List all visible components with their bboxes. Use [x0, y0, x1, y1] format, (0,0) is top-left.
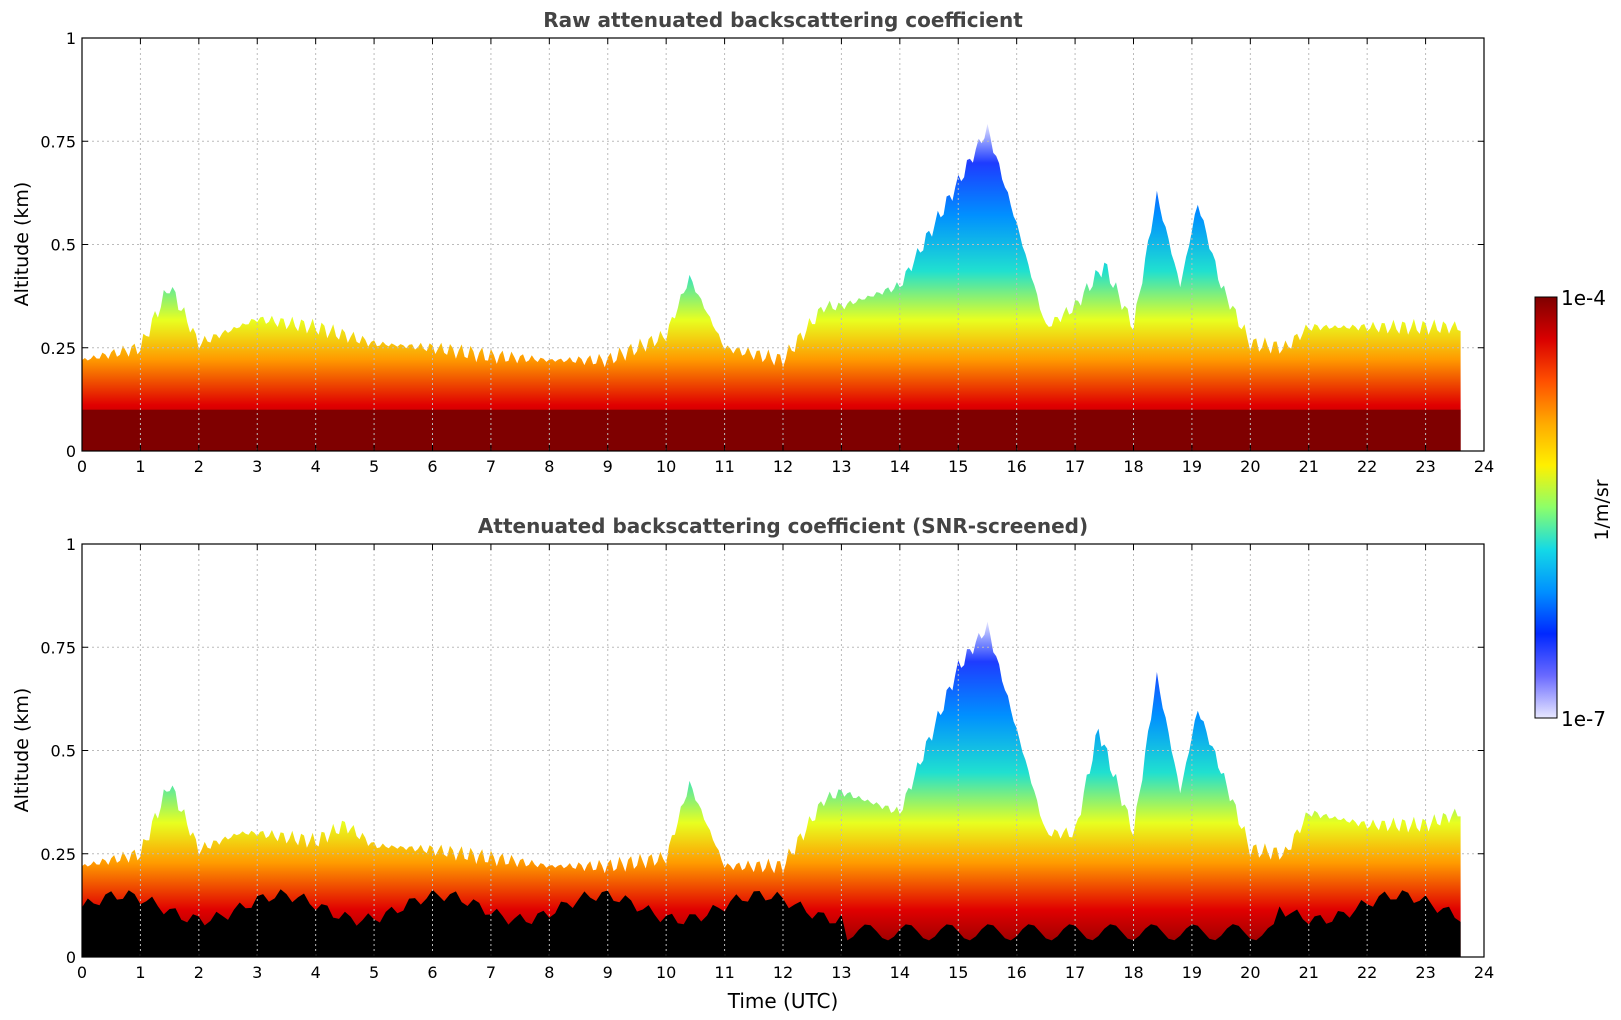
panel-screened-xlabel: Time (UTC): [727, 989, 839, 1013]
x-tick-label: 8: [544, 963, 554, 982]
panel-raw-data: [82, 123, 1461, 451]
panel-screened-title: Attenuated backscattering coefficient (S…: [478, 514, 1088, 538]
x-tick-label: 4: [311, 457, 321, 476]
x-tick-label: 23: [1415, 457, 1435, 476]
x-tick-label: 9: [603, 457, 613, 476]
panel-raw-y-ticks: 0 0.25 0.5 0.75 1: [40, 29, 1484, 461]
y-tick-label: 0: [66, 948, 76, 967]
y-tick-label: 0.25: [40, 339, 76, 358]
x-tick-label: 7: [486, 963, 496, 982]
x-tick-label: 13: [831, 963, 851, 982]
x-tick-label: 3: [252, 457, 262, 476]
y-tick-label: 0: [66, 442, 76, 461]
panel-raw-x-ticks: 0 1 2 3 4 5 6 7 8 9 10 11 12 13 14 15 16 17 18 19 20 21 22 23 24: [77, 38, 1494, 476]
colorbar-min-label: 1e-7: [1561, 707, 1606, 731]
x-tick-label: 22: [1357, 963, 1377, 982]
colorbar: 1e-4 1e-7 1/m/sr: [1534, 286, 1613, 731]
x-tick-label: 24: [1474, 457, 1494, 476]
colorbar-max-label: 1e-4: [1561, 286, 1606, 310]
x-tick-label: 12: [773, 963, 793, 982]
x-tick-label: 11: [714, 457, 734, 476]
x-tick-label: 8: [544, 457, 554, 476]
y-tick-label: 0.75: [40, 132, 76, 151]
x-tick-label: 0: [77, 963, 87, 982]
y-tick-label: 0.5: [51, 236, 76, 255]
panel-screened-data: [82, 621, 1461, 957]
x-tick-label: 20: [1240, 457, 1260, 476]
x-tick-label: 3: [252, 963, 262, 982]
x-tick-label: 18: [1123, 963, 1143, 982]
x-tick-label: 21: [1299, 457, 1319, 476]
x-tick-label: 17: [1065, 963, 1085, 982]
x-tick-label: 2: [194, 457, 204, 476]
x-tick-label: 19: [1182, 963, 1202, 982]
y-tick-label: 0.75: [40, 638, 76, 657]
y-tick-label: 0.5: [51, 742, 76, 761]
panel-raw: Raw attenuated backscattering coefficien…: [11, 8, 1494, 476]
x-tick-label: 19: [1182, 457, 1202, 476]
x-tick-label: 16: [1006, 457, 1026, 476]
x-tick-label: 22: [1357, 457, 1377, 476]
x-tick-label: 1: [135, 457, 145, 476]
x-tick-label: 14: [890, 963, 910, 982]
x-tick-label: 1: [135, 963, 145, 982]
x-tick-label: 13: [831, 457, 851, 476]
panel-screened-ylabel: Altitude (km): [11, 688, 33, 813]
x-tick-label: 11: [714, 963, 734, 982]
saturated-band: [82, 409, 1461, 451]
x-tick-label: 6: [427, 963, 437, 982]
panel-screened: Attenuated backscattering coefficient (S…: [11, 514, 1494, 1013]
x-tick-label: 21: [1299, 963, 1319, 982]
x-tick-label: 10: [656, 963, 676, 982]
panel-screened-y-ticks: 0 0.25 0.5 0.75 1: [40, 535, 1484, 967]
panel-raw-ylabel: Altitude (km): [11, 182, 33, 307]
x-tick-label: 14: [890, 457, 910, 476]
y-tick-label: 0.25: [40, 845, 76, 864]
x-tick-label: 18: [1123, 457, 1143, 476]
colorbar-bar: [1534, 296, 1558, 719]
y-tick-label: 1: [66, 535, 76, 554]
x-tick-label: 0: [77, 457, 87, 476]
x-tick-label: 5: [369, 963, 379, 982]
x-tick-label: 20: [1240, 963, 1260, 982]
x-tick-label: 5: [369, 457, 379, 476]
x-tick-label: 15: [948, 963, 968, 982]
x-tick-label: 23: [1415, 963, 1435, 982]
no-data-band: [82, 889, 1461, 957]
x-tick-label: 17: [1065, 457, 1085, 476]
x-tick-label: 10: [656, 457, 676, 476]
x-tick-label: 15: [948, 457, 968, 476]
colorbar-unit-label: 1/m/sr: [1591, 479, 1613, 540]
x-tick-label: 24: [1474, 963, 1494, 982]
panel-screened-x-ticks: 0 1 2 3 4 5 6 7 8 9 10 11 12 13 14 15 16 17 18 19 20 21 22 23 24: [77, 544, 1494, 982]
x-tick-label: 6: [427, 457, 437, 476]
x-tick-label: 9: [603, 963, 613, 982]
panel-raw-title: Raw attenuated backscattering coefficien…: [543, 8, 1023, 32]
x-tick-label: 12: [773, 457, 793, 476]
backscatter-layer: [82, 621, 1461, 957]
x-tick-label: 4: [311, 963, 321, 982]
x-tick-label: 7: [486, 457, 496, 476]
backscatter-layer: [82, 123, 1461, 451]
y-tick-label: 1: [66, 29, 76, 48]
x-tick-label: 16: [1006, 963, 1026, 982]
x-tick-label: 2: [194, 963, 204, 982]
